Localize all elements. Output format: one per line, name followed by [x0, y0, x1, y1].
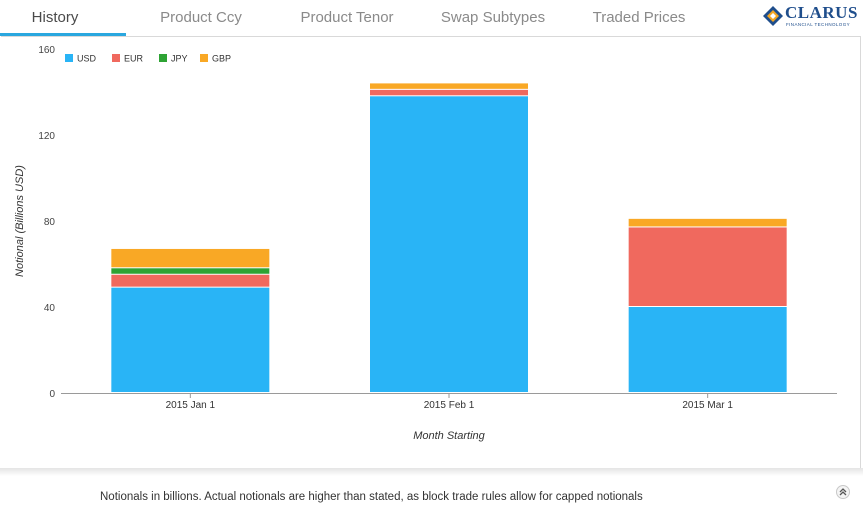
y-tick-label: 80 [44, 217, 56, 228]
legend-item-eur: EUR [112, 54, 144, 64]
tab-swap-subtypes[interactable]: Swap Subtypes [440, 9, 546, 26]
legend-swatch [65, 54, 73, 62]
bar-segment-jpy [111, 268, 270, 274]
bar-segment-gbp [370, 83, 528, 89]
bar-segment-eur [111, 274, 270, 287]
x-tick-label: 2015 Feb 1 [424, 400, 475, 411]
tab-traded-prices[interactable]: Traded Prices [592, 9, 686, 26]
logo-name: CLARUS [785, 3, 858, 22]
legend-label: JPY [171, 54, 188, 64]
chart-legend: USD EUR JPY GBP [65, 54, 231, 64]
tab-bar: History Product Ccy Product Tenor Swap S… [0, 0, 863, 36]
tab-product-tenor[interactable]: Product Tenor [300, 9, 394, 26]
y-tick-label: 0 [49, 389, 55, 400]
logo-diamond-icon [763, 6, 783, 26]
logo-tagline: FINANCIAL TECHNOLOGY [786, 22, 851, 27]
y-tick-label: 160 [38, 45, 55, 56]
bars [111, 83, 787, 393]
tab-history[interactable]: History [31, 9, 79, 26]
bar-segment-usd [628, 307, 787, 392]
y-tick-label: 40 [44, 303, 56, 314]
legend-label: GBP [212, 54, 231, 64]
legend-swatch [112, 54, 120, 62]
chart-panel: USD EUR JPY GBP 0 40 80 120 160 Notional (Billio… [1, 36, 861, 468]
legend-item-usd: USD [65, 54, 97, 64]
stacked-bar-chart: USD EUR JPY GBP 0 40 80 120 160 Notional (Billio… [14, 45, 837, 442]
legend-label: EUR [124, 54, 144, 64]
bar-segment-eur [628, 227, 787, 306]
bar-segment-gbp [628, 218, 787, 227]
tab-product-ccy[interactable]: Product Ccy [160, 9, 242, 26]
bar-stack-2 [370, 83, 528, 393]
double-chevron-up-icon [839, 488, 847, 496]
legend-label: USD [77, 54, 97, 64]
collapse-button[interactable] [836, 485, 850, 499]
y-tick-label: 120 [38, 131, 55, 142]
y-axis: 0 40 80 120 160 Notional (Billions USD) [14, 45, 55, 400]
x-axis-title: Month Starting [413, 430, 485, 442]
active-tab-indicator [0, 33, 126, 36]
legend-item-jpy: JPY [159, 54, 188, 64]
legend-swatch [200, 54, 208, 62]
clarus-logo: CLARUS FINANCIAL TECHNOLOGY [762, 3, 858, 31]
x-tick-label: 2015 Mar 1 [682, 400, 733, 411]
y-axis-title: Notional (Billions USD) [14, 165, 26, 277]
bar-segment-usd [370, 96, 528, 393]
bar-segment-usd [111, 287, 270, 392]
x-axis: 2015 Jan 1 2015 Feb 1 2015 Mar 1 Month Star… [61, 393, 837, 442]
footer-note: Notionals in billions. Actual notionals … [100, 491, 643, 503]
legend-swatch [159, 54, 167, 62]
bar-segment-gbp [111, 248, 270, 268]
x-tick-label: 2015 Jan 1 [166, 400, 216, 411]
bar-segment-eur [370, 89, 528, 96]
bar-stack-3 [628, 218, 787, 392]
panel-divider [0, 468, 863, 476]
bar-stack-1 [111, 248, 270, 392]
legend-item-gbp: GBP [200, 54, 231, 64]
